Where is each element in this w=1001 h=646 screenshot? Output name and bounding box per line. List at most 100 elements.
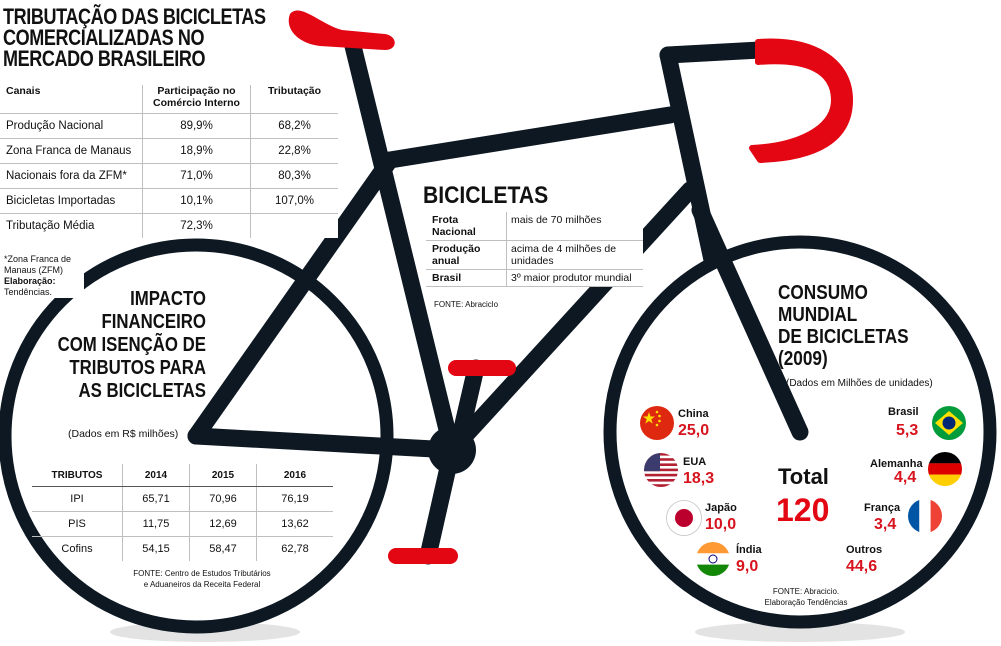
tributacao-table-wrap: Canais Participação no Comércio Interno …: [0, 85, 338, 238]
impacto-header-2014: 2014: [122, 464, 190, 487]
consumo-title-line: CONSUMO: [778, 282, 868, 304]
table-row: Cofins 54,15 58,47 62,78: [32, 536, 333, 561]
table-cell: 58,47: [189, 536, 257, 561]
pedal-bottom: [388, 548, 458, 564]
table-cell: 70,96: [189, 486, 257, 512]
bicicletas-table-wrap: Frota Nacional mais de 70 milhões Produç…: [426, 212, 643, 287]
table-cell: 89,9%: [142, 113, 251, 139]
table-cell: Bicicletas Importadas: [0, 188, 143, 214]
china-flag-icon: [640, 406, 674, 440]
brazil-flag-icon: [932, 406, 966, 440]
rear-wheel: [0, 238, 394, 634]
france-flag-icon: [908, 499, 942, 533]
table-cell: 11,75: [122, 511, 190, 537]
table-row: Zona Franca de Manaus 18,9% 22,8%: [0, 138, 338, 164]
impacto-table-wrap: TRIBUTOS 2014 2015 2016 IPI 65,71 70,96 …: [32, 464, 333, 561]
tributacao-table: Canais Participação no Comércio Interno …: [0, 85, 338, 238]
table-cell: Cofins: [61, 543, 93, 555]
table-cell: 71,0%: [142, 163, 251, 189]
country-value-alemanha: 4,4: [894, 469, 917, 486]
bicicletas-source: FONTE: Abraciclo: [434, 300, 499, 309]
table-cell: 76,19: [256, 486, 333, 512]
table-row: Frota Nacional mais de 70 milhões: [426, 212, 643, 241]
impacto-title-line: FINANCEIRO: [101, 311, 206, 333]
table-row: Produção anual acima de 4 milhões de uni…: [426, 240, 643, 270]
table-cell: 54,15: [122, 536, 190, 561]
tributacao-header-participacao: Participação no Comércio Interno: [142, 85, 251, 114]
japan-flag-icon: [666, 500, 702, 536]
table-row: Nacionais fora da ZFM* 71,0% 80,3%: [0, 163, 338, 189]
table-cell: 12,69: [189, 511, 257, 537]
impacto-title-line: COM ISENÇÃO DE: [57, 334, 207, 356]
consumo-title-line: MUNDIAL: [778, 304, 858, 326]
country-name-eua: EUA: [683, 456, 707, 468]
table-cell: mais de 70 milhões: [506, 212, 643, 241]
tributacao-header-tributacao: Tributação: [250, 85, 338, 114]
table-cell: 72,3%: [142, 213, 251, 238]
tributacao-header-canais: Canais: [0, 85, 143, 114]
bicicletas-title: BICICLETAS: [423, 182, 549, 209]
impacto-title-line: AS BICICLETAS: [78, 380, 206, 402]
table-row: Bicicletas Importadas 10,1% 107,0%: [0, 188, 338, 214]
table-cell: 3º maior produtor mundial: [506, 269, 643, 287]
table-cell: 62,78: [256, 536, 333, 561]
germany-flag-icon: [928, 452, 962, 486]
country-name-japao: Japão: [705, 502, 737, 514]
table-cell: 22,8%: [250, 138, 338, 164]
table-cell: 18,9%: [142, 138, 251, 164]
total-value: 120: [776, 492, 830, 528]
footnote-text: *Zona Franca de Manaus (ZFM): [4, 254, 72, 275]
table-row: Tributação Média 72,3%: [0, 213, 338, 238]
table-row: Brasil 3º maior produtor mundial: [426, 269, 643, 287]
country-value-outros: 44,6: [846, 558, 878, 575]
consumo-title: CONSUMO MUNDIAL DE BICICLETAS (2009): [778, 282, 930, 370]
impacto-table: TRIBUTOS 2014 2015 2016 IPI 65,71 70,96 …: [32, 464, 333, 561]
country-value-china: 25,0: [678, 422, 710, 439]
table-cell: 10,1%: [142, 188, 251, 214]
country-value-japao: 10,0: [705, 516, 737, 533]
table-cell: 68,2%: [250, 113, 338, 139]
tributacao-footnote: *Zona Franca de Manaus (ZFM) Elaboração:…: [4, 254, 84, 298]
pedal-top: [448, 360, 516, 376]
country-name-brasil: Brasil: [888, 406, 919, 418]
table-cell: Produção anual: [426, 240, 507, 270]
country-value-india: 9,0: [736, 558, 759, 575]
consumo-source: FONTE: Abracicio. Elaboração Tendências: [764, 587, 848, 607]
total-label: Total: [778, 464, 829, 489]
impacto-subtitle: (Dados em R$ milhões): [68, 428, 179, 440]
consumo-subtitle: (Dados em Milhões de unidades): [786, 378, 933, 389]
elaboracao-label: Elaboração:: [4, 276, 56, 286]
elaboracao-value: Tendências.: [4, 287, 53, 297]
country-name-franca: França: [864, 502, 901, 514]
country-name-china: China: [678, 408, 709, 420]
country-value-franca: 3,4: [874, 516, 897, 533]
country-value-eua: 18,3: [683, 470, 715, 487]
table-cell: acima de 4 milhões de unidades: [506, 240, 643, 270]
table-row: Produção Nacional 89,9% 68,2%: [0, 113, 338, 139]
table-cell: Brasil: [426, 269, 507, 287]
bicycle-frame: [187, 33, 809, 565]
impacto-header-tributos: TRIBUTOS: [32, 464, 123, 487]
tributacao-title-line: COMERCIALIZADAS NO: [3, 25, 205, 50]
country-value-brasil: 5,3: [896, 422, 919, 439]
impacto-title-line: IMPACTO: [130, 288, 206, 310]
impacto-header-2016: 2016: [256, 464, 333, 487]
country-name-outros: Outros: [846, 544, 883, 556]
tributacao-title-line: TRIBUTAÇÃO DAS BICICLETAS: [3, 4, 266, 29]
usa-flag-icon: [644, 453, 678, 487]
country-name-india: Índia: [736, 544, 762, 556]
table-cell: [250, 213, 338, 238]
front-wheel: [603, 235, 997, 629]
table-cell: 65,71: [122, 486, 190, 512]
country-name-alemanha: Alemanha: [870, 458, 923, 470]
consumo-title-line: (2009): [778, 348, 828, 370]
handlebar-drop: [749, 38, 853, 163]
saddle: [288, 10, 395, 50]
table-cell: PIS: [32, 511, 123, 537]
table-row: IPI 65,71 70,96 76,19: [32, 486, 333, 512]
india-flag-icon: [696, 542, 730, 576]
tributacao-title-line: MERCADO BRASILEIRO: [3, 46, 206, 71]
impacto-title: IMPACTO FINANCEIRO COM ISENÇÃO DE TRIBUT…: [20, 288, 206, 403]
table-cell: 80,3%: [250, 163, 338, 189]
